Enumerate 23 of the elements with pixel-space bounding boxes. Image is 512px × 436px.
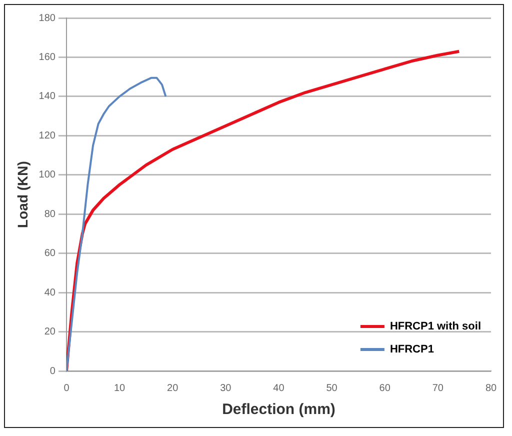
y-tick-label: 140 <box>38 91 56 102</box>
x-tick-label: 20 <box>167 382 179 394</box>
y-axis-title: Load (KN) <box>14 161 30 228</box>
x-tick-label: 60 <box>379 382 391 394</box>
x-tick-label: 40 <box>273 382 285 394</box>
x-tick-label: 50 <box>326 382 338 394</box>
y-tick-label: 120 <box>38 130 56 142</box>
x-tick-label: 80 <box>485 382 497 394</box>
y-tick-label: 0 <box>50 366 56 377</box>
y-tick-label: 60 <box>44 248 56 260</box>
x-tick-label: 0 <box>64 382 70 394</box>
y-tick-label: 160 <box>38 52 56 63</box>
x-tick-label: 10 <box>114 382 126 394</box>
x-tick-label: 70 <box>432 382 444 394</box>
x-axis-title: Deflection (mm) <box>222 401 336 418</box>
legend-label: HFRCP1 <box>390 344 434 356</box>
y-tick-label: 80 <box>44 208 56 220</box>
y-tick-label: 20 <box>44 326 56 338</box>
x-tick-label: 30 <box>220 382 232 394</box>
y-tick-label: 100 <box>38 170 56 181</box>
legend-label: HFRCP1 with soil <box>390 320 481 333</box>
y-tick-label: 40 <box>44 287 56 298</box>
y-tick-label: 180 <box>38 12 56 24</box>
